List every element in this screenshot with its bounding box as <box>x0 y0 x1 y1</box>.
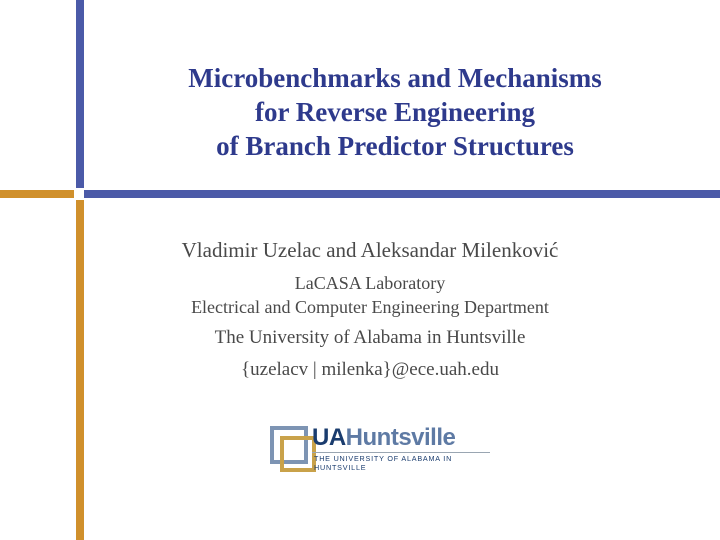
decor-vertical-top <box>76 0 84 188</box>
uah-logo-mark-icon <box>270 426 316 472</box>
logo-huntsville: Huntsville <box>346 424 456 451</box>
uah-logo-subtitle: THE UNIVERSITY OF ALABAMA IN HUNTSVILLE <box>314 454 490 472</box>
email: {uzelacv | milenka}@ece.uah.edu <box>80 357 660 383</box>
decor-horizontal-right <box>84 190 720 198</box>
laboratory: LaCASA Laboratory <box>80 272 660 295</box>
authors: Vladimir Uzelac and Aleksandar Milenkovi… <box>80 236 660 264</box>
decor-horizontal-gap <box>74 190 84 198</box>
uah-logo: UAHuntsville THE UNIVERSITY OF ALABAMA I… <box>270 420 490 482</box>
logo-ua: UA <box>312 424 346 451</box>
university: The University of Alabama in Huntsville <box>80 325 660 351</box>
uah-logo-wordmark: UAHuntsville <box>312 424 455 452</box>
department: Electrical and Computer Engineering Depa… <box>80 296 660 319</box>
title-line-2: for Reverse Engineering <box>255 97 535 127</box>
title-line-3: of Branch Predictor Structures <box>216 131 574 161</box>
slide-body: Vladimir Uzelac and Aleksandar Milenkovi… <box>80 236 660 382</box>
slide: Microbenchmarks and Mechanisms for Rever… <box>0 0 720 540</box>
title-line-1: Microbenchmarks and Mechanisms <box>188 63 602 93</box>
logo-divider <box>312 452 490 453</box>
decor-horizontal-left <box>0 190 74 198</box>
slide-title: Microbenchmarks and Mechanisms for Rever… <box>110 62 680 163</box>
